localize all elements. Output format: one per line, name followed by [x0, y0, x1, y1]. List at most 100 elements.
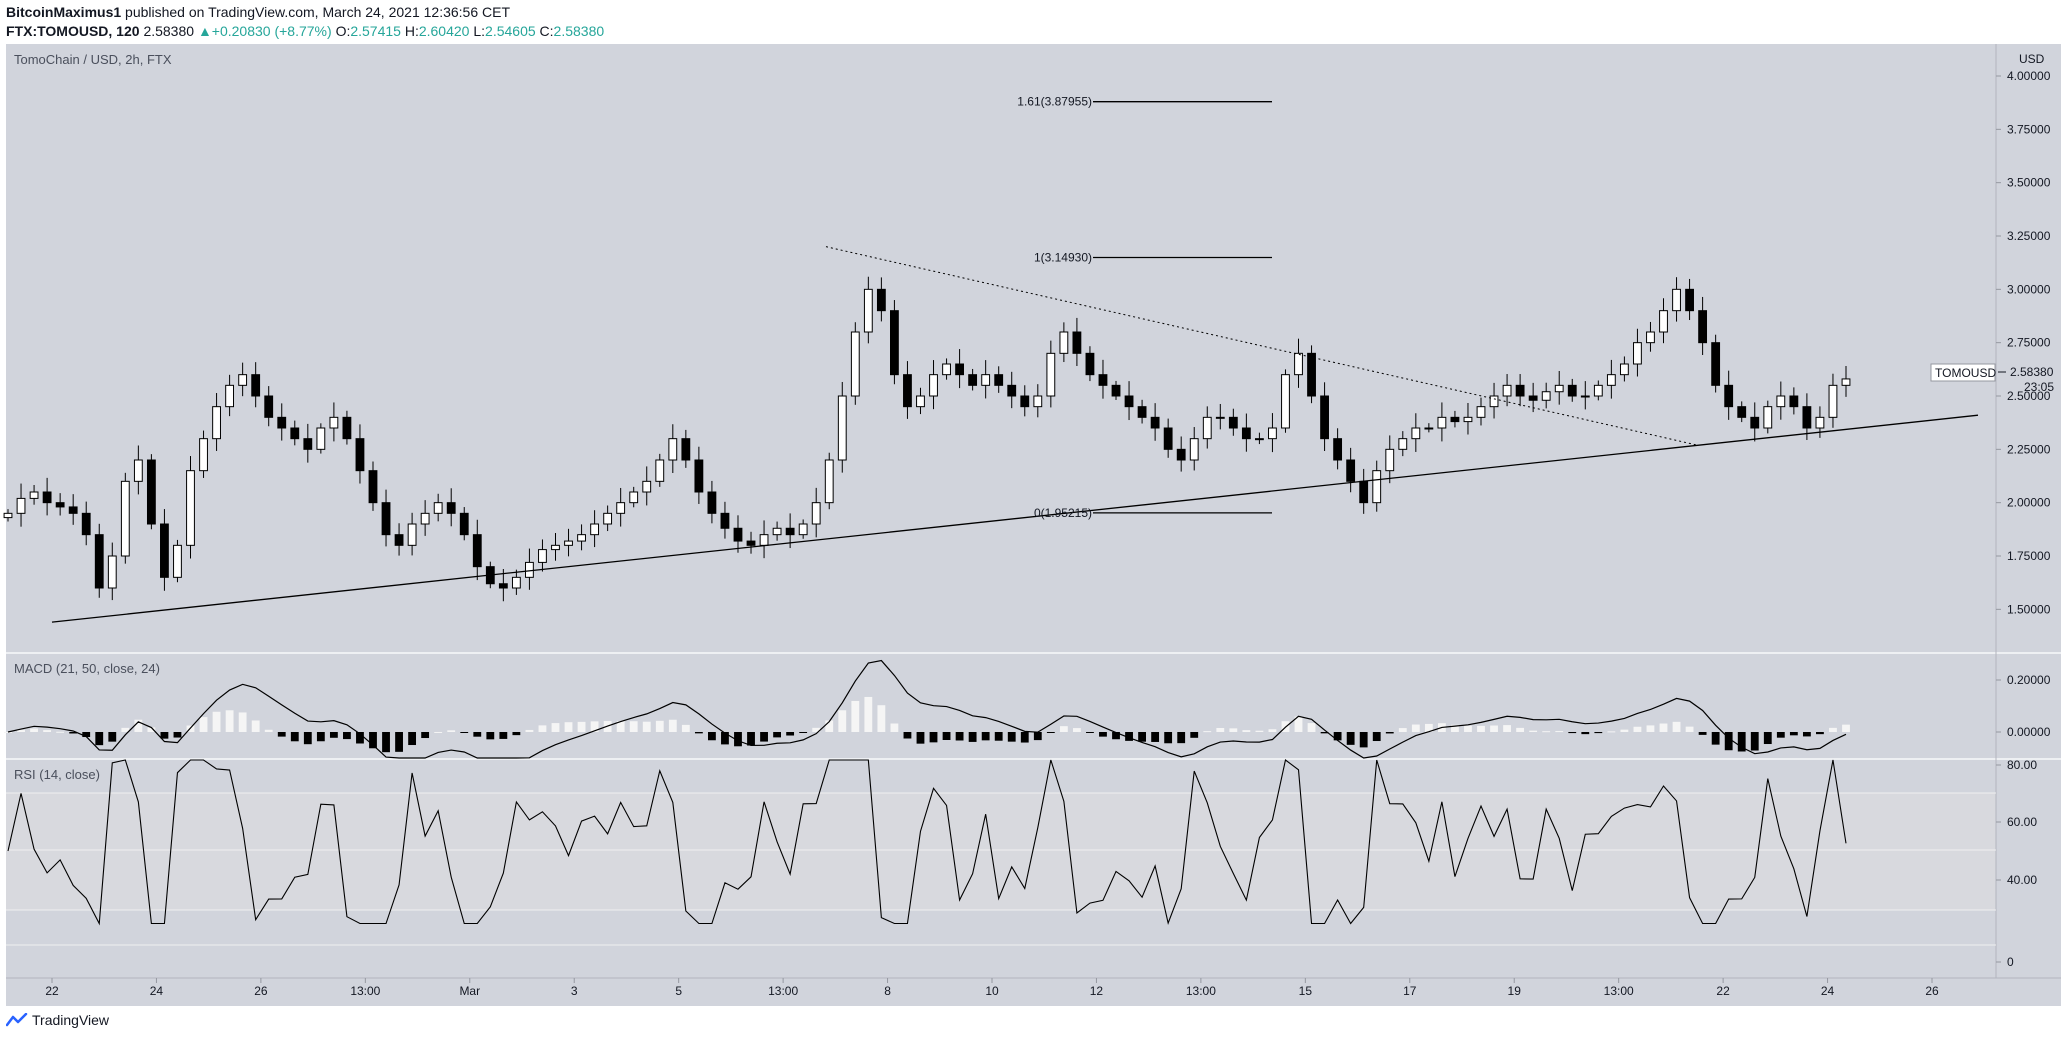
- macd-hist-bar: [512, 732, 521, 736]
- time-tick-label: 13:00: [1186, 984, 1216, 998]
- candle-body: [1659, 310, 1668, 333]
- macd-hist-bar: [1802, 732, 1811, 737]
- price-pane[interactable]: [6, 44, 1996, 652]
- macd-hist-bar: [1059, 726, 1068, 732]
- price-change: +0.20830 (+8.77%): [211, 23, 332, 39]
- candle-body: [225, 384, 235, 408]
- candle-body: [394, 534, 404, 546]
- candle-body: [916, 395, 925, 408]
- candle-body: [212, 406, 221, 440]
- macd-hist-bar: [851, 700, 860, 732]
- candle-body: [55, 502, 65, 508]
- candle-body: [994, 374, 1004, 386]
- macd-hist-bar: [1698, 732, 1707, 735]
- candle-body: [1294, 352, 1303, 376]
- candle-body: [772, 527, 782, 536]
- tradingview-logo[interactable]: TradingView: [6, 1012, 109, 1028]
- macd-hist-bar: [1594, 732, 1603, 734]
- macd-hist-bar: [473, 732, 482, 737]
- candle-body: [1541, 391, 1551, 401]
- macd-hist-bar: [225, 710, 234, 732]
- macd-hist-bar: [251, 720, 260, 732]
- candle-body: [81, 512, 91, 536]
- candle-body: [759, 534, 769, 546]
- candle-body: [1554, 384, 1564, 393]
- macd-hist-bar: [30, 728, 38, 732]
- candle-body: [1789, 395, 1799, 408]
- macd-hist-bar: [864, 696, 873, 732]
- macd-hist-bar: [43, 730, 52, 732]
- candle-body: [694, 459, 704, 493]
- candle-body: [381, 502, 391, 536]
- author-name[interactable]: BitcoinMaximus1: [6, 4, 122, 20]
- time-tick-label: Mar: [459, 984, 480, 998]
- ascending-trendline: [51, 414, 1979, 623]
- price-tick-label: 2.00000: [2007, 496, 2051, 510]
- time-scale[interactable]: 22 24 26 13:00 Mar 3 5 13:00 8 10 12 13:00 15 17 19 13:…: [45, 978, 1939, 998]
- price-tick-label: 3.50000: [2007, 176, 2051, 190]
- price-tick-label: 2.25000: [2007, 442, 2051, 456]
- candle-body: [1111, 384, 1121, 397]
- candle-body: [420, 512, 430, 525]
- candle-body: [603, 512, 613, 525]
- time-tick-label: 13:00: [350, 984, 380, 998]
- drawing-tools[interactable]: 1.61(3.87955) 1(3.14930) 0(1.95215): [51, 95, 1979, 623]
- macd-hist-bar: [69, 732, 78, 734]
- price-tick-label: 3.25000: [2007, 229, 2051, 243]
- candle-body: [472, 534, 482, 568]
- macd-hist-bar: [994, 732, 1003, 741]
- candle-body: [1398, 438, 1408, 450]
- candle-body: [1228, 416, 1238, 429]
- candle-body: [1346, 459, 1356, 482]
- macd-hist-bar: [395, 732, 403, 752]
- macd-hist-bar: [981, 732, 990, 741]
- price-axis-bg[interactable]: [1996, 44, 2061, 978]
- macd-hist-bar: [1385, 732, 1394, 734]
- up-arrow-icon: ▲: [197, 23, 212, 39]
- macd-hist-bar: [1711, 732, 1720, 745]
- candle-body: [1046, 352, 1056, 397]
- macd-hist-bar: [460, 732, 469, 733]
- close-value: 2.58380: [553, 23, 605, 39]
- high-label: H:: [404, 23, 419, 39]
- time-tick-label: 13:00: [768, 984, 798, 998]
- macd-hist-bar: [708, 732, 716, 741]
- candle-body: [1567, 384, 1577, 397]
- high-value: 2.60420: [418, 23, 470, 39]
- macd-hist-bar: [942, 732, 951, 741]
- candle-body: [1815, 416, 1825, 429]
- macd-hist-bar: [316, 732, 325, 742]
- macd-hist-bar: [890, 723, 899, 732]
- macd-hist-bar: [1372, 732, 1381, 742]
- price-tick-label: 3.75000: [2007, 122, 2051, 136]
- tradingview-logo-icon: [6, 1013, 28, 1027]
- candle-body: [329, 416, 339, 429]
- macd-hist-bar: [1268, 729, 1277, 732]
- macd-pane-title: MACD (21, 50, close, 24): [14, 661, 160, 676]
- macd-tick-label: 0.00000: [2007, 725, 2051, 739]
- candle-body: [1711, 342, 1721, 386]
- candle-body: [1254, 438, 1264, 441]
- macd-hist-bar: [1255, 730, 1264, 732]
- macd-hist-bar: [1242, 730, 1251, 732]
- macd-hist-bar: [1451, 724, 1459, 732]
- candle-body: [1450, 416, 1460, 423]
- macd-hist-bar: [1568, 732, 1577, 734]
- candle-body: [890, 310, 899, 376]
- macd-hist-bar: [812, 727, 821, 732]
- macd-hist-bar: [134, 719, 143, 732]
- time-tick-label: 26: [1925, 984, 1939, 998]
- macd-hist-bar: [1307, 723, 1316, 732]
- price-scale[interactable]: 1.50000 1.75000 2.00000 2.25000 2.50000 2.750…: [1996, 69, 2051, 616]
- candle-body: [1750, 416, 1760, 429]
- fib-level-label: 1(3.14930): [1034, 250, 1092, 264]
- candle-body: [746, 540, 756, 546]
- time-axis-bg[interactable]: [6, 978, 2061, 1006]
- macd-hist-bar: [1750, 732, 1759, 751]
- macd-hist-bar: [1542, 731, 1551, 733]
- candle-body: [433, 502, 443, 514]
- macd-hist-bar: [1138, 732, 1146, 742]
- macd-hist-bar: [56, 731, 65, 733]
- candle-body: [1646, 331, 1655, 344]
